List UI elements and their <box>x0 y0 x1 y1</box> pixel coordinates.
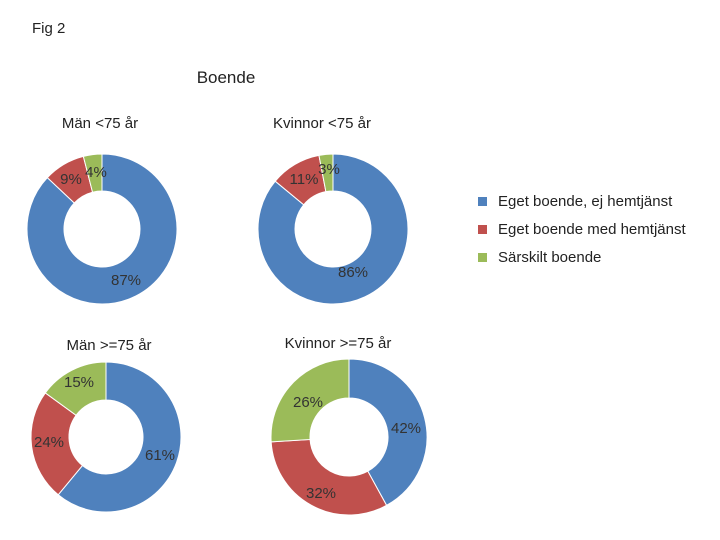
data-label-m-n-gte-75-r-0: 61% <box>145 447 175 464</box>
legend-item-sarskilt-boende: Särskilt boende <box>478 243 686 271</box>
donut-slice-kvinnor-lt-75-r-0 <box>257 153 409 305</box>
legend-item-eget-boende: Eget boende, ej hemtjänst <box>478 187 686 215</box>
data-label-m-n-gte-75-r-2: 15% <box>64 374 94 391</box>
legend-swatch-blue <box>478 196 487 206</box>
legend-item-eget-boende-med-hemtjanst: Eget boende med hemtjänst <box>478 215 686 243</box>
chart-title: Boende <box>196 68 256 87</box>
legend-label: Eget boende med hemtjänst <box>498 220 686 238</box>
data-label-kvinnor-gte-75-r-0: 42% <box>391 420 421 437</box>
donut-slice-kvinnor-gte-75-r-2 <box>270 358 350 443</box>
figure-label: Fig 2 <box>32 20 66 37</box>
legend-label: Eget boende, ej hemtjänst <box>498 192 673 210</box>
donut-slice-kvinnor-gte-75-r-1 <box>270 438 388 516</box>
data-label-kvinnor-gte-75-r-2: 26% <box>293 394 323 411</box>
data-label-kvinnor-lt-75-r-0: 86% <box>338 264 368 281</box>
data-label-m-n-lt-75-r-2: 4% <box>85 164 107 181</box>
chart-subtitle-m-n-lt-75-r: Män <75 år <box>62 115 138 132</box>
chart-subtitle-kvinnor-gte-75-r: Kvinnor >=75 år <box>285 335 392 352</box>
donut-slice-m-n-lt-75-r-2 <box>82 153 103 193</box>
donut-slice-kvinnor-lt-75-r-2 <box>318 153 334 193</box>
chart-subtitle-m-n-gte-75-r: Män >=75 år <box>66 337 151 354</box>
data-label-m-n-lt-75-r-1: 9% <box>60 171 82 188</box>
legend-swatch-green <box>478 252 487 262</box>
legend: Eget boende, ej hemtjänst Eget boende me… <box>478 187 686 271</box>
donut-slice-m-n-gte-75-r-2 <box>44 361 107 416</box>
donut-slice-kvinnor-gte-75-r-0 <box>348 358 428 507</box>
legend-label: Särskilt boende <box>498 248 602 266</box>
donut-slice-m-n-lt-75-r-0 <box>26 153 178 305</box>
data-label-m-n-gte-75-r-1: 24% <box>34 434 64 451</box>
data-label-m-n-lt-75-r-0: 87% <box>111 272 141 289</box>
chart-subtitle-kvinnor-lt-75-r: Kvinnor <75 år <box>273 115 371 132</box>
data-label-kvinnor-lt-75-r-2: 3% <box>318 161 340 178</box>
data-label-kvinnor-lt-75-r-1: 11% <box>290 171 319 188</box>
legend-swatch-red <box>478 224 487 234</box>
donut-slice-m-n-gte-75-r-0 <box>57 361 182 513</box>
data-label-kvinnor-gte-75-r-1: 32% <box>306 485 336 502</box>
